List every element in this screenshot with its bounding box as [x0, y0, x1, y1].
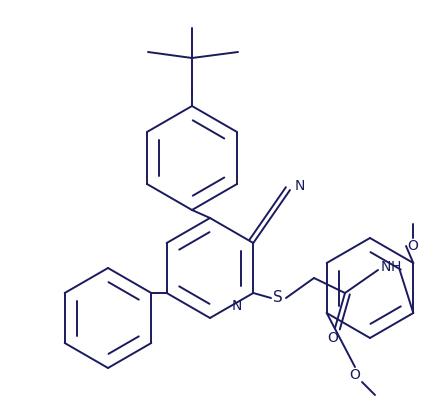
Text: O: O	[349, 368, 360, 382]
Text: O: O	[408, 239, 418, 253]
Text: N: N	[231, 298, 242, 313]
Text: O: O	[327, 331, 338, 345]
Text: N: N	[295, 179, 305, 193]
Text: N: N	[381, 260, 391, 274]
Text: S: S	[273, 291, 283, 306]
Text: H: H	[391, 260, 401, 274]
